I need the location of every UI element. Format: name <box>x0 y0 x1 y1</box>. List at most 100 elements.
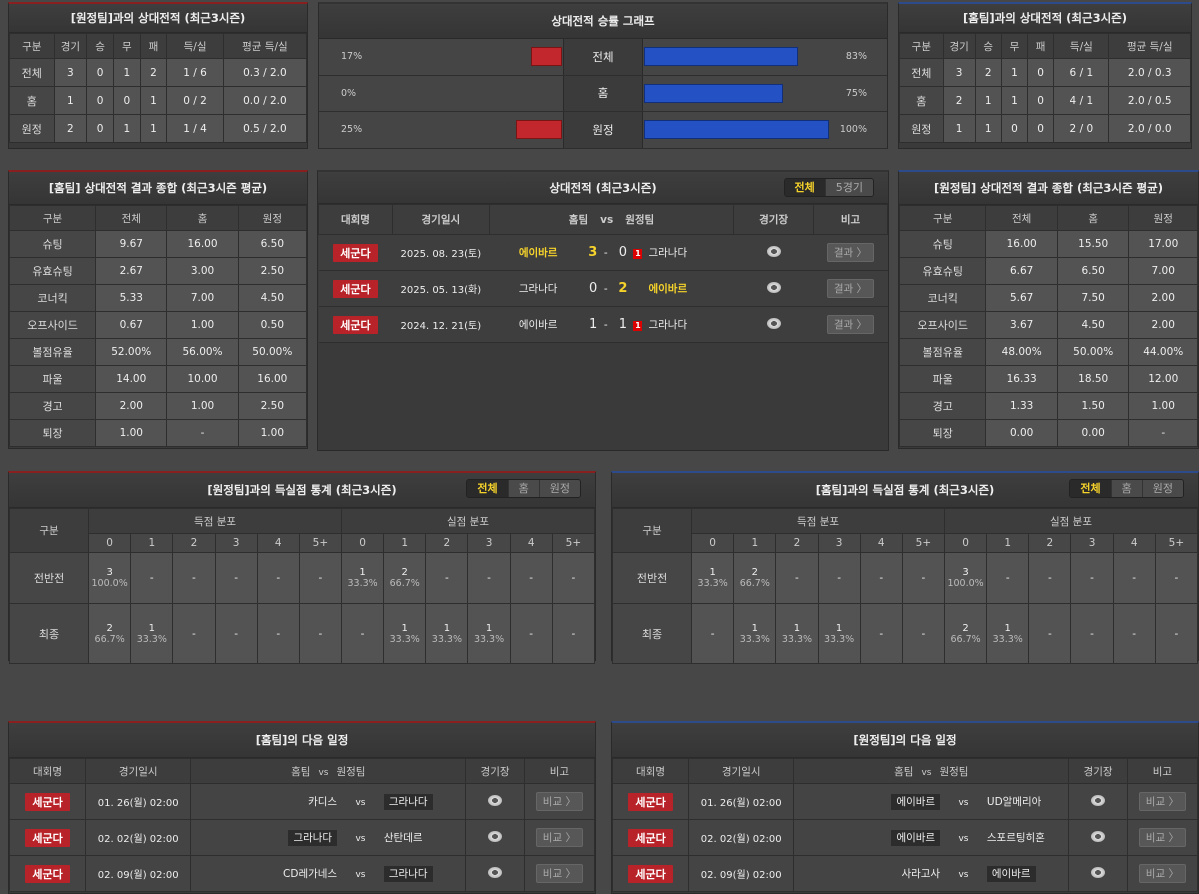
compare-button[interactable]: 비교 〉 <box>535 864 583 883</box>
percent: 33.3% <box>781 633 813 645</box>
tab-2[interactable]: 원정 <box>538 480 580 497</box>
schedule-row[interactable]: 세군다 02. 09(월) 02:00 CD레가네스 vs 그라나다 비교 〉 <box>8 855 596 892</box>
home-team: 에이바르 <box>891 830 941 846</box>
cell: 1 <box>614 306 632 343</box>
cell: - <box>597 270 615 307</box>
schedule-row[interactable]: 세군다 02. 09(월) 02:00 사라고사 vs 에이바르 비교 〉 <box>611 855 1199 892</box>
tab-0[interactable]: 전체 <box>784 179 825 196</box>
distribution-cell: - <box>551 552 596 604</box>
cell-value: 0 <box>86 114 114 143</box>
league-badge: 세군다 <box>333 243 378 262</box>
scored-header: 득점 분포 <box>88 508 342 534</box>
stadium-icon[interactable] <box>1091 794 1106 806</box>
compare-button[interactable]: 비교 〉 <box>535 792 583 811</box>
red-card-icon: 1 <box>633 320 643 331</box>
cell: 그라나다 <box>190 819 338 856</box>
stadium-icon[interactable] <box>766 245 781 257</box>
cell-value: 14.00 <box>95 365 168 393</box>
cell-value: 1.00 <box>95 419 168 447</box>
tab-1[interactable]: 홈 <box>1110 480 1142 497</box>
percent: 33.3% <box>389 633 420 645</box>
tab-2[interactable]: 원정 <box>1141 480 1183 497</box>
cell: 그라나다 <box>648 306 734 343</box>
compare-button[interactable]: 비교 〉 <box>1138 864 1186 883</box>
match-row[interactable]: 세군다 2025. 05. 13(화) 그라나다 0-2 에이바르 결과 〉 <box>318 270 888 307</box>
compare-button[interactable]: 비교 〉 <box>1138 828 1186 847</box>
right-percent: 75% <box>845 87 867 99</box>
match-row[interactable]: 세군다 2025. 08. 23(토) 에이바르 3-0 1 그라나다 결과 〉 <box>318 234 888 271</box>
stadium-icon[interactable] <box>488 830 503 842</box>
tab-1[interactable]: 5경기 <box>824 179 873 196</box>
compare-button[interactable]: 비교 〉 <box>1138 792 1186 811</box>
bucket-header: 3 <box>214 533 258 553</box>
cell: 세군다 <box>8 855 87 892</box>
column-header: 패 <box>1027 33 1055 59</box>
schedule-row[interactable]: 세군다 01. 26(월) 02:00 에이바르 vs UD알메리아 비교 〉 <box>611 783 1199 820</box>
compare-button[interactable]: 비교 〉 <box>535 828 583 847</box>
stadium-icon[interactable] <box>488 866 503 878</box>
result-button[interactable]: 결과 〉 <box>826 243 875 262</box>
distribution-cell: - <box>256 603 300 664</box>
tab-0[interactable]: 전체 <box>467 480 508 497</box>
row-label: 오프사이드 <box>898 311 987 339</box>
tab-0[interactable]: 전체 <box>1070 480 1111 497</box>
stadium-icon[interactable] <box>488 794 503 806</box>
cell-value: 2.50 <box>237 392 308 420</box>
bucket-header: 5+ <box>901 533 946 553</box>
cell: 2025. 08. 23(토) <box>392 234 490 271</box>
stadium-icon[interactable] <box>1091 830 1106 842</box>
cell: 세군다 <box>611 819 690 856</box>
cell: 비교 〉 <box>523 855 596 892</box>
table-row: 퇴장 1.00-1.00 <box>8 419 308 447</box>
distribution-cell: - <box>1154 552 1199 604</box>
cell <box>733 270 814 307</box>
cell-value: 2.0 / 0.0 <box>1108 114 1191 143</box>
header-row: 구분 경기 승 무 패 득/실 평균 득/실 <box>899 33 1191 59</box>
stadium-icon[interactable] <box>766 281 781 293</box>
distribution-cell: 2 66.7% <box>88 603 132 664</box>
cell: 비교 〉 <box>523 819 596 856</box>
score-dash: - <box>603 282 608 295</box>
cell: 에이바르 <box>793 819 941 856</box>
bucket-header: 0 <box>340 533 385 553</box>
result-button[interactable]: 결과 〉 <box>826 315 875 334</box>
cell: 01. 26(월) 02:00 <box>85 783 192 820</box>
cell-value: 0 <box>112 86 141 115</box>
panel-title: [원정팀]의 다음 일정 <box>612 723 1198 758</box>
percent: 66.7% <box>389 578 420 589</box>
cell-value: 4 / 1 <box>1053 86 1110 115</box>
table-row: 유효슈팅 6.67 6.50 7.00 <box>898 257 1198 285</box>
table-row: 파울 16.33 18.50 12.00 <box>898 365 1198 393</box>
panel-title-text: [원정팀]과의 득실점 통계 (최근3시즌) <box>207 483 397 497</box>
stadium-icon[interactable] <box>766 317 781 329</box>
vs-label: vs <box>355 833 366 844</box>
tab-group: 전체 홈 원정 <box>1069 479 1184 498</box>
distribution-cell: 1 33.3% <box>467 603 511 664</box>
schedule-row[interactable]: 세군다 01. 26(월) 02:00 카디스 vs 그라나다 비교 〉 <box>8 783 596 820</box>
table-row: 슈팅 9.67 16.00 6.50 <box>8 230 308 258</box>
match-date: 2025. 05. 13(화) <box>400 285 482 296</box>
distribution-cell: - <box>509 552 553 604</box>
league-badge: 세군다 <box>333 315 378 334</box>
schedule-row[interactable]: 세군다 02. 02(월) 02:00 그라나다 vs 산탄데르 비교 〉 <box>8 819 596 856</box>
right-bar <box>644 120 829 140</box>
cell-value: 0 <box>1027 58 1055 87</box>
distribution-cell: - <box>901 603 946 664</box>
panel-title: 상대전적 (최근3시즌) 전체 5경기 <box>318 172 888 204</box>
cell-value: 1.00 <box>1128 392 1198 420</box>
stadium-icon[interactable] <box>1091 866 1106 878</box>
match-row[interactable]: 세군다 2024. 12. 21(토) 에이바르 1-1 1 그라나다 결과 〉 <box>318 306 888 343</box>
cell-value: 4.50 <box>1056 311 1130 339</box>
schedule-row[interactable]: 세군다 02. 02(월) 02:00 에이바르 vs 스포르팅히혼 비교 〉 <box>611 819 1199 856</box>
cell-value: 50.00% <box>237 338 308 366</box>
result-button[interactable]: 결과 〉 <box>826 279 875 298</box>
cell <box>1068 855 1128 892</box>
cell <box>465 855 525 892</box>
empty-value: - <box>710 627 715 640</box>
column-header: 원정 <box>1128 205 1198 231</box>
tab-1[interactable]: 홈 <box>507 480 539 497</box>
empty-value: - <box>879 572 884 584</box>
away-team: 에이바르 <box>986 866 1036 882</box>
cell: 1 <box>557 306 598 343</box>
red-card-icon: 1 <box>633 248 643 259</box>
